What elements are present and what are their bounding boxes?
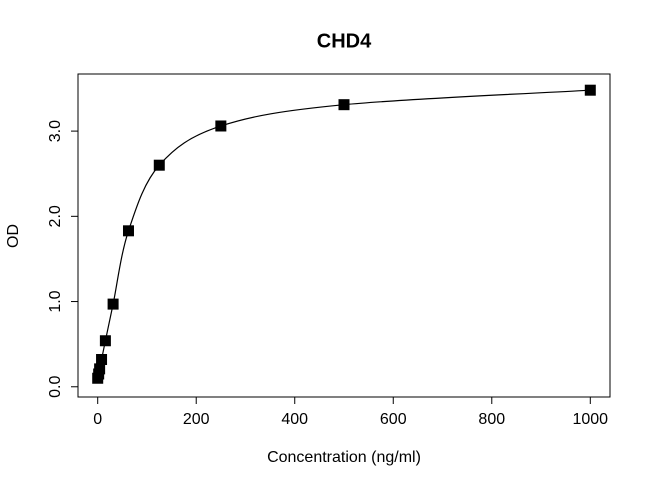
point (107, 298, 119, 310)
point (153, 159, 165, 171)
point (338, 99, 350, 111)
y-tick-label: 3.0 (47, 120, 64, 142)
x-tick-label: 400 (281, 411, 308, 428)
point (215, 120, 227, 132)
y-tick-label: 2.0 (47, 205, 64, 227)
x-tick-label: 200 (183, 411, 210, 428)
x-tick-label: 600 (380, 411, 407, 428)
point (99, 335, 111, 347)
chart-title: CHD4 (317, 30, 372, 52)
y-tick-label: 0.0 (47, 376, 64, 398)
plot-frame (77, 73, 611, 398)
point (96, 354, 108, 366)
fit-curve (97, 89, 591, 379)
x-tick-label: 1000 (572, 411, 608, 428)
x-axis-label: Concentration (ng/ml) (267, 449, 421, 466)
point (94, 363, 106, 375)
point (584, 84, 596, 96)
x-tick-label: 800 (478, 411, 505, 428)
y-tick-label: 1.0 (47, 290, 64, 312)
y-axis-label: OD (5, 224, 22, 248)
point (122, 225, 134, 237)
x-tick-label: 0 (93, 411, 102, 428)
